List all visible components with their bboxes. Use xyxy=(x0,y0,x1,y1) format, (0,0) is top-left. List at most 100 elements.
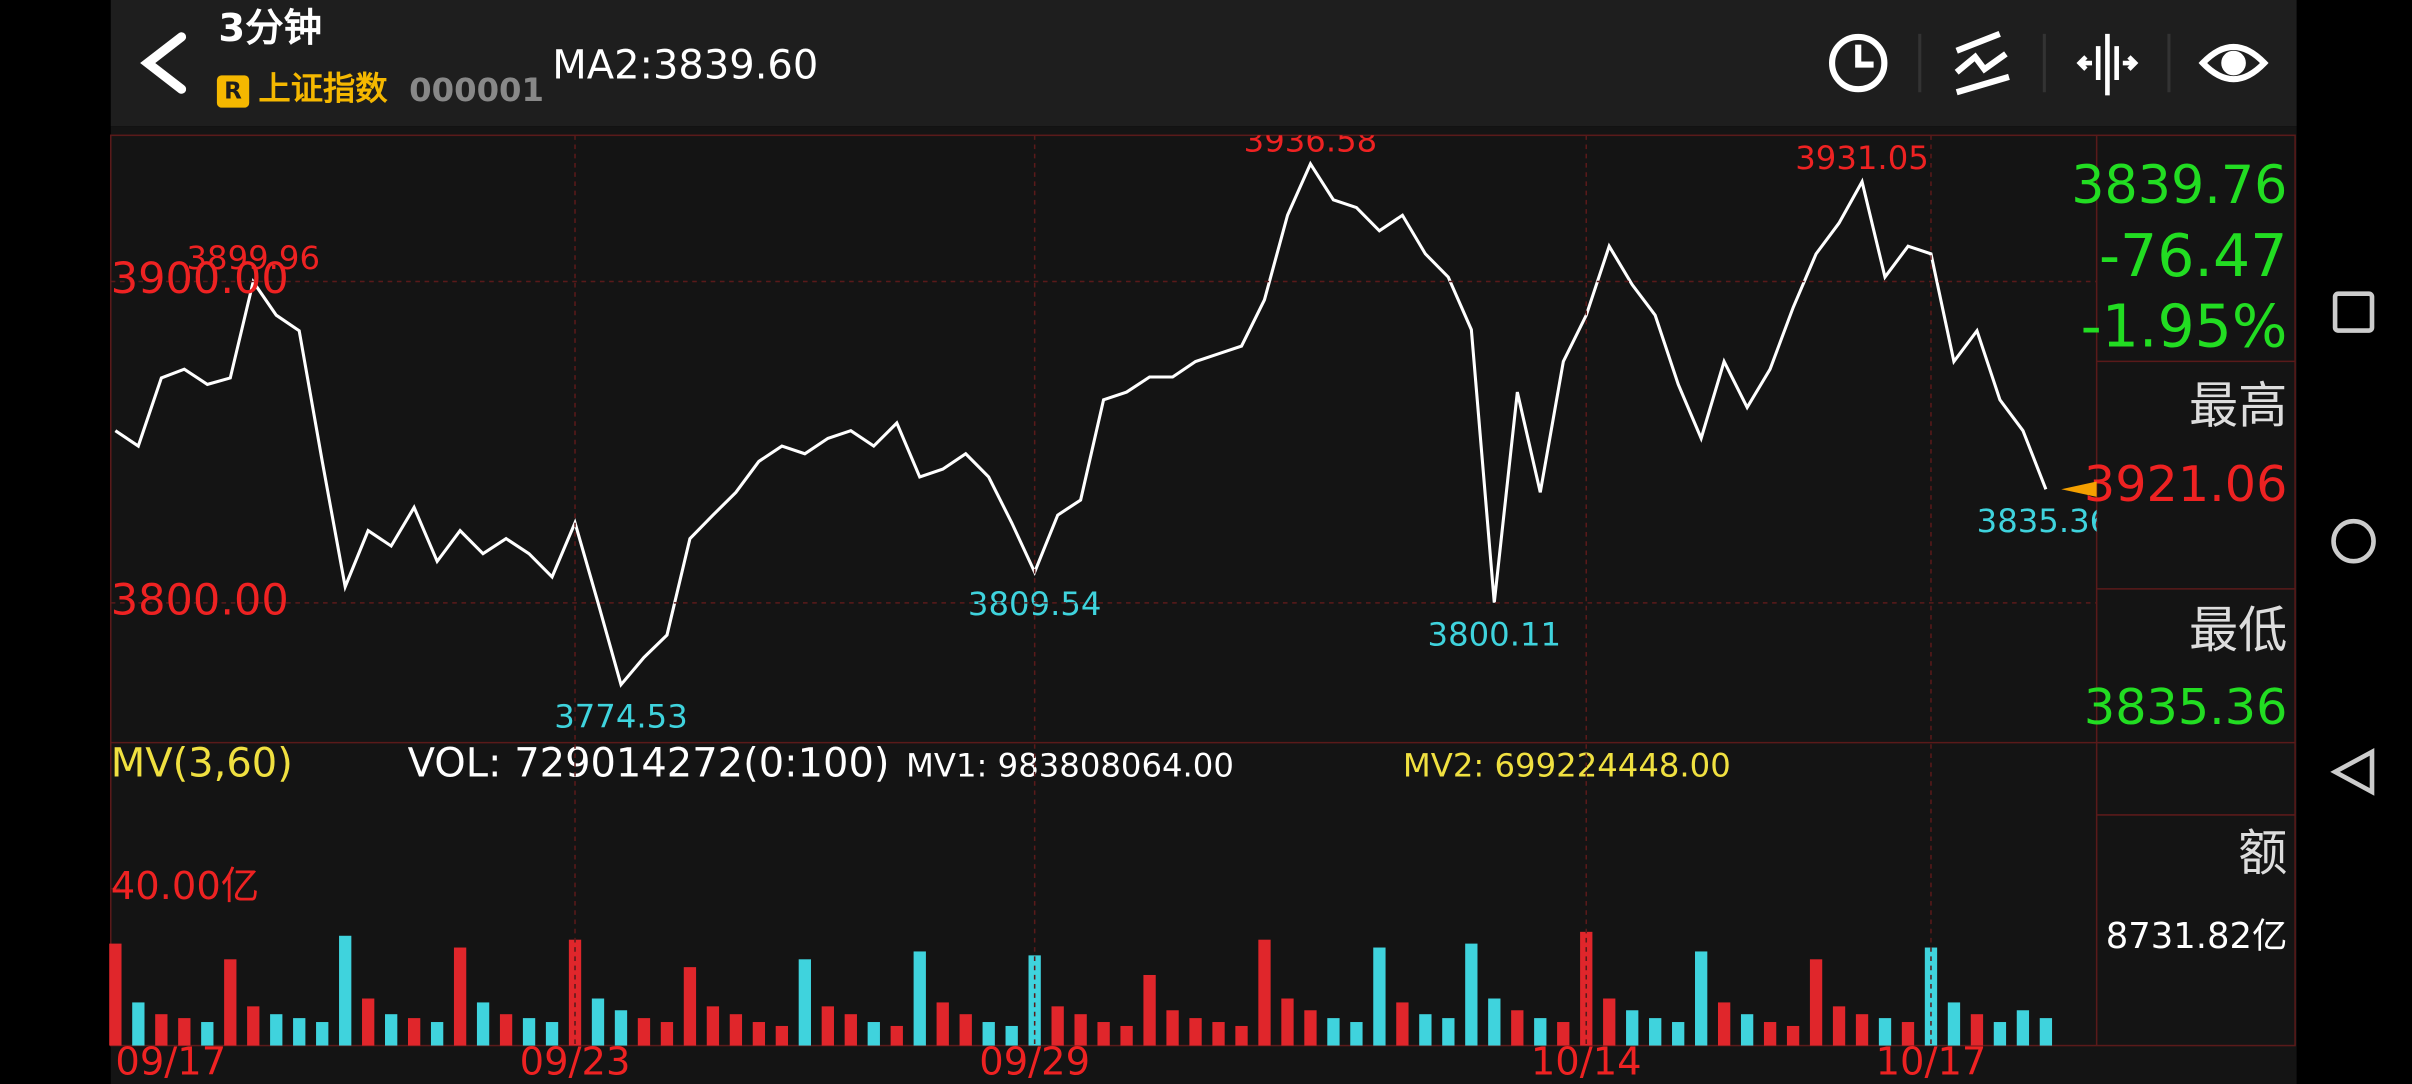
amount-label: 额 xyxy=(2238,824,2287,882)
extreme-label: 3800.11 xyxy=(1428,615,1562,653)
extreme-label: 3835.36 xyxy=(1977,502,2111,540)
price-line xyxy=(114,160,2048,688)
volume-bar xyxy=(293,1018,306,1046)
volume-bar xyxy=(844,1014,857,1046)
volume-bar xyxy=(1878,1018,1892,1046)
range-icon[interactable] xyxy=(2076,33,2139,96)
change: -76.47 xyxy=(2099,222,2287,290)
draw-icon[interactable] xyxy=(1954,30,2010,96)
volume-bar xyxy=(1419,1014,1432,1046)
volume-bar xyxy=(1740,1014,1754,1046)
volume-bar xyxy=(1166,1010,1179,1046)
volume-bar xyxy=(132,1002,145,1046)
volume-bar xyxy=(1947,1002,1961,1046)
low-label: 最低 xyxy=(2189,601,2287,659)
volume-bar xyxy=(1120,1025,1133,1046)
x-tick-label: 10/17 xyxy=(1876,1040,1987,1084)
volume-bar xyxy=(362,998,375,1046)
mv-title: MV(3,60) xyxy=(111,741,293,787)
extreme-label: 3936.58 xyxy=(1244,121,1378,159)
volume-bar xyxy=(1327,1018,1340,1046)
volume-bar xyxy=(1557,1022,1570,1046)
mv2-readout: MV2: 699224448.00 xyxy=(1403,746,1731,784)
ma-readout: MA2:3839.60 xyxy=(552,43,818,89)
volume-bar xyxy=(1373,947,1386,1046)
y-tick-label: 3900.00 xyxy=(111,254,289,304)
volume-bar xyxy=(1649,1018,1662,1046)
badge-bg xyxy=(216,75,250,108)
extreme-label: 3931.05 xyxy=(1795,139,1929,177)
high-value: 3921.06 xyxy=(2084,455,2288,513)
vol-readout: VOL: 729014272(0:100) xyxy=(408,741,890,787)
high-label: 最高 xyxy=(2189,377,2287,435)
volume-bar xyxy=(660,1022,674,1046)
volume-bar xyxy=(1442,1018,1455,1046)
volume-bar xyxy=(1672,1022,1685,1046)
last-price: 3839.76 xyxy=(2071,155,2287,216)
y-tick-label: 3800.00 xyxy=(111,575,289,625)
last-price-marker xyxy=(2061,481,2097,497)
volume-bar xyxy=(1074,1014,1087,1046)
volume-bar xyxy=(1603,998,1616,1046)
volume-bar xyxy=(752,1022,766,1046)
low-value: 3835.36 xyxy=(2084,678,2288,736)
volume-bar xyxy=(270,1014,283,1046)
volume-bar xyxy=(1005,1025,1018,1046)
volume-bar xyxy=(1970,1014,1984,1046)
volume-bar xyxy=(982,1022,995,1046)
recents-button[interactable] xyxy=(2332,291,2375,333)
volume-bar xyxy=(1051,1006,1064,1046)
volume-bar xyxy=(1717,1002,1731,1046)
volume-bar xyxy=(683,967,697,1046)
volume-bar xyxy=(1763,1022,1777,1046)
back-nav-button[interactable] xyxy=(2330,748,2375,796)
volume-bar xyxy=(568,939,582,1046)
volume-bar xyxy=(913,951,926,1046)
volume-bar xyxy=(339,935,352,1046)
volume-bar xyxy=(1028,955,1041,1046)
volume-bar xyxy=(706,1006,720,1046)
period[interactable]: 3分钟 xyxy=(218,6,322,51)
volume-bar xyxy=(1143,974,1156,1046)
clock-icon[interactable] xyxy=(1828,33,1888,93)
volume-bar xyxy=(1281,998,1294,1046)
volume-bar xyxy=(1396,1002,1409,1046)
volume-bar xyxy=(1626,1010,1639,1046)
volume-bar xyxy=(224,959,237,1046)
back-button[interactable] xyxy=(140,32,187,94)
volume-bar xyxy=(499,1014,513,1046)
volume-bar xyxy=(1832,1006,1846,1046)
volume-bar xyxy=(591,998,605,1046)
chart-area xyxy=(110,126,2297,1084)
volume-bar xyxy=(614,1010,628,1046)
volume-bar xyxy=(637,1018,651,1046)
volume-bar xyxy=(1465,943,1478,1046)
x-tick-label: 09/23 xyxy=(520,1040,631,1084)
volume-bar xyxy=(959,1014,972,1046)
home-button[interactable] xyxy=(2331,518,2376,564)
volume-bar xyxy=(2039,1018,2053,1046)
x-tick-label: 09/29 xyxy=(979,1040,1090,1084)
volume-bar xyxy=(545,1022,559,1046)
badge: R xyxy=(224,79,242,105)
volume-bar xyxy=(1189,1018,1202,1046)
change-pct: -1.95% xyxy=(2081,293,2288,361)
volume-bar xyxy=(1235,1025,1248,1046)
volume-bar xyxy=(1786,1025,1800,1046)
volume-bar xyxy=(1901,1022,1915,1046)
nav-bar xyxy=(2330,291,2376,796)
eye-icon[interactable] xyxy=(2198,44,2269,83)
extreme-label: 3774.53 xyxy=(554,698,688,736)
volume-bar xyxy=(247,1006,260,1046)
volume-bar xyxy=(1097,1022,1110,1046)
volume-bar xyxy=(1212,1022,1225,1046)
volume-bar xyxy=(1580,931,1593,1046)
volume-bar xyxy=(430,1022,444,1046)
volume-bar xyxy=(1855,1014,1869,1046)
volume-bar xyxy=(316,1022,329,1046)
volume-bar xyxy=(522,1018,536,1046)
x-tick-label: 10/14 xyxy=(1531,1040,1642,1084)
extreme-label: 3899.96 xyxy=(186,239,320,277)
volume-bar xyxy=(1695,951,1708,1046)
